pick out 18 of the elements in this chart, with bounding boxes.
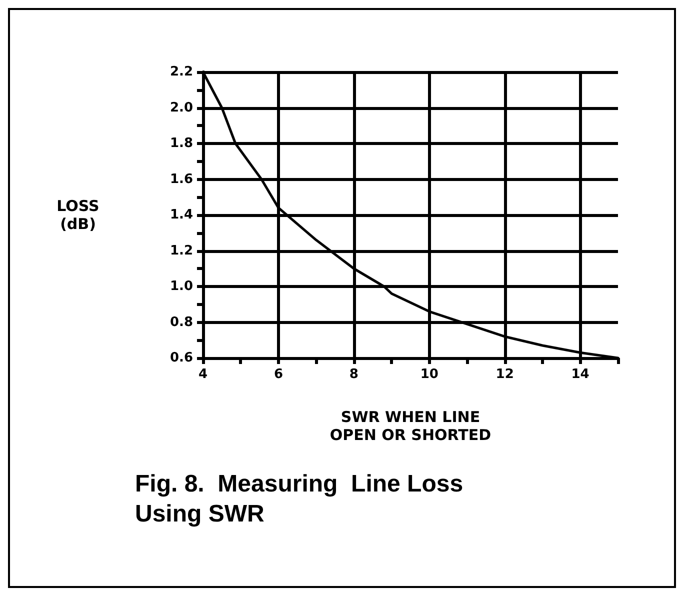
x-axis-title: SWR WHEN LINE OPEN OR SHORTED <box>330 408 492 444</box>
y-axis-title: LOSS (dB) <box>56 197 100 233</box>
x-tick-label: 10 <box>420 367 438 382</box>
y-tick-label: 1.8 <box>170 136 193 151</box>
y-tick-label: 1.6 <box>170 172 193 187</box>
text: Fig. 8. Measuring Line Loss Using SWR <box>135 470 464 528</box>
y-tick-label: 0.6 <box>170 350 193 366</box>
x-tick-label: 8 <box>349 367 358 382</box>
y-tick-label: 1.0 <box>170 279 193 294</box>
x-tick-label: 14 <box>571 367 590 382</box>
y-tick-label: 1.2 <box>170 243 193 258</box>
y-tick-label: 2.0 <box>170 100 193 116</box>
x-tick-label: 4 <box>198 367 208 382</box>
y-tick-label: 1.4 <box>170 208 193 222</box>
x-tick-label: 12 <box>496 367 514 382</box>
x-tick-label: 6 <box>274 367 283 382</box>
y-tick-label: 0.8 <box>170 314 193 330</box>
y-tick-label: 2.2 <box>170 64 193 80</box>
